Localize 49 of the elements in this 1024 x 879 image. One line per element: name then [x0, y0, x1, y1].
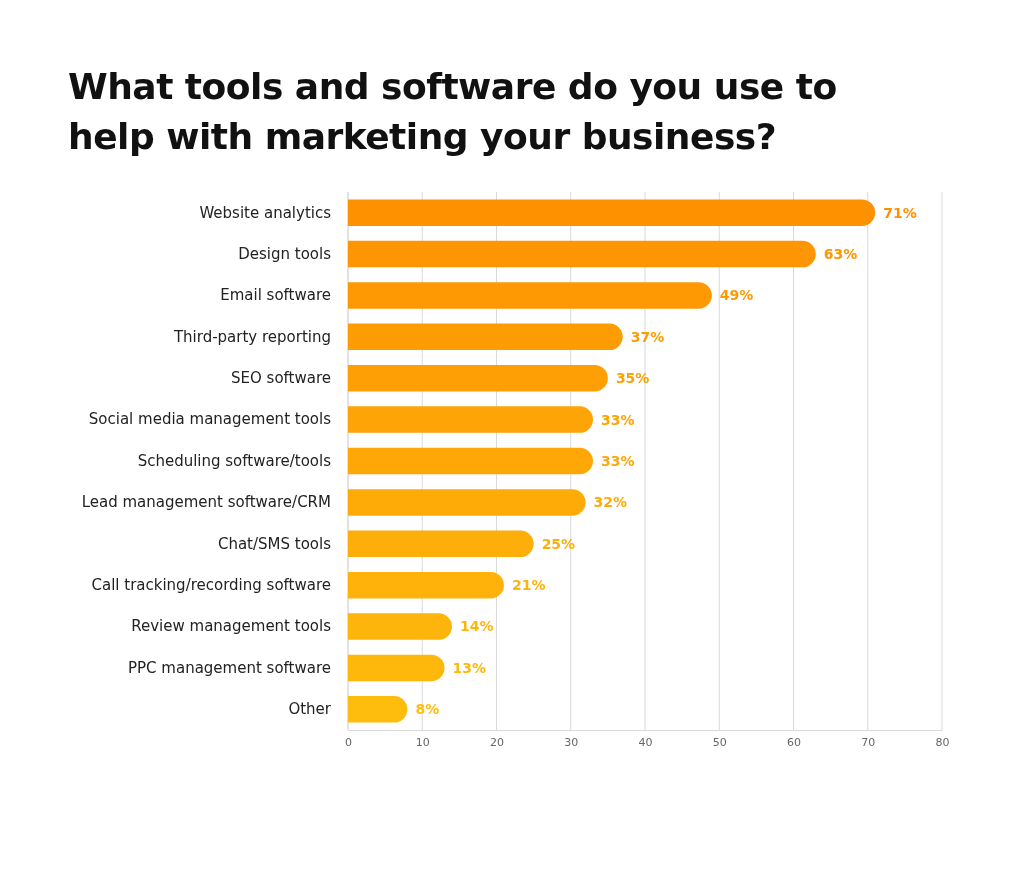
data-label: 14% — [459, 618, 494, 635]
bar — [348, 571, 504, 599]
bar — [348, 489, 586, 516]
bar — [348, 696, 408, 723]
y-tick-label: Chat/SMS tools — [217, 534, 332, 553]
data-label: 21% — [511, 577, 546, 594]
data-label: 8% — [415, 701, 440, 718]
y-tick-label: SEO software — [231, 369, 331, 388]
bar — [348, 654, 445, 682]
y-tick-label: Third-party reporting — [172, 327, 331, 346]
y-tick-label: Website analytics — [199, 203, 332, 222]
data-label: 35% — [615, 370, 650, 387]
data-label: 37% — [630, 328, 665, 345]
data-label: 33% — [601, 452, 635, 469]
x-tick-label: 0 — [345, 735, 352, 749]
bar — [348, 530, 534, 558]
x-tick-label: 40 — [638, 735, 653, 749]
data-label: 49% — [719, 287, 754, 304]
y-tick-label: Email software — [220, 286, 331, 305]
y-tick-label: Review management tools — [131, 617, 332, 636]
bar — [348, 240, 816, 268]
bar — [348, 323, 623, 351]
bar — [348, 199, 876, 226]
data-label: 13% — [452, 659, 487, 676]
x-tick-label: 30 — [564, 735, 579, 749]
chart-title: What tools and software do you use to help with marketing your business? — [68, 65, 838, 159]
x-tick-label: 10 — [415, 735, 430, 749]
bar — [348, 613, 452, 640]
data-label: 25% — [541, 535, 576, 552]
bar — [348, 447, 593, 475]
data-label: 32% — [593, 494, 628, 511]
y-tick-label: Lead management software/CRM — [81, 493, 331, 512]
data-label: 33% — [601, 411, 635, 428]
bar — [348, 282, 712, 309]
x-tick-label: 50 — [712, 735, 727, 749]
y-tick-label: Design tools — [238, 244, 332, 263]
y-tick-label: Social media management tools — [88, 410, 332, 429]
y-tick-label: Scheduling software/tools — [137, 451, 332, 470]
x-tick-label: 20 — [490, 735, 504, 749]
bar — [348, 364, 608, 392]
x-tick-label: 80 — [935, 735, 950, 749]
bar — [348, 406, 593, 433]
y-tick-label: Other — [288, 700, 332, 719]
data-label: 71% — [883, 204, 917, 221]
data-label: 63% — [823, 245, 858, 262]
x-tick-label: 60 — [787, 735, 801, 749]
x-tick-label: 70 — [861, 735, 876, 749]
y-tick-label: Call tracking/recording software — [91, 575, 331, 594]
y-tick-label: PPC management software — [128, 658, 331, 677]
